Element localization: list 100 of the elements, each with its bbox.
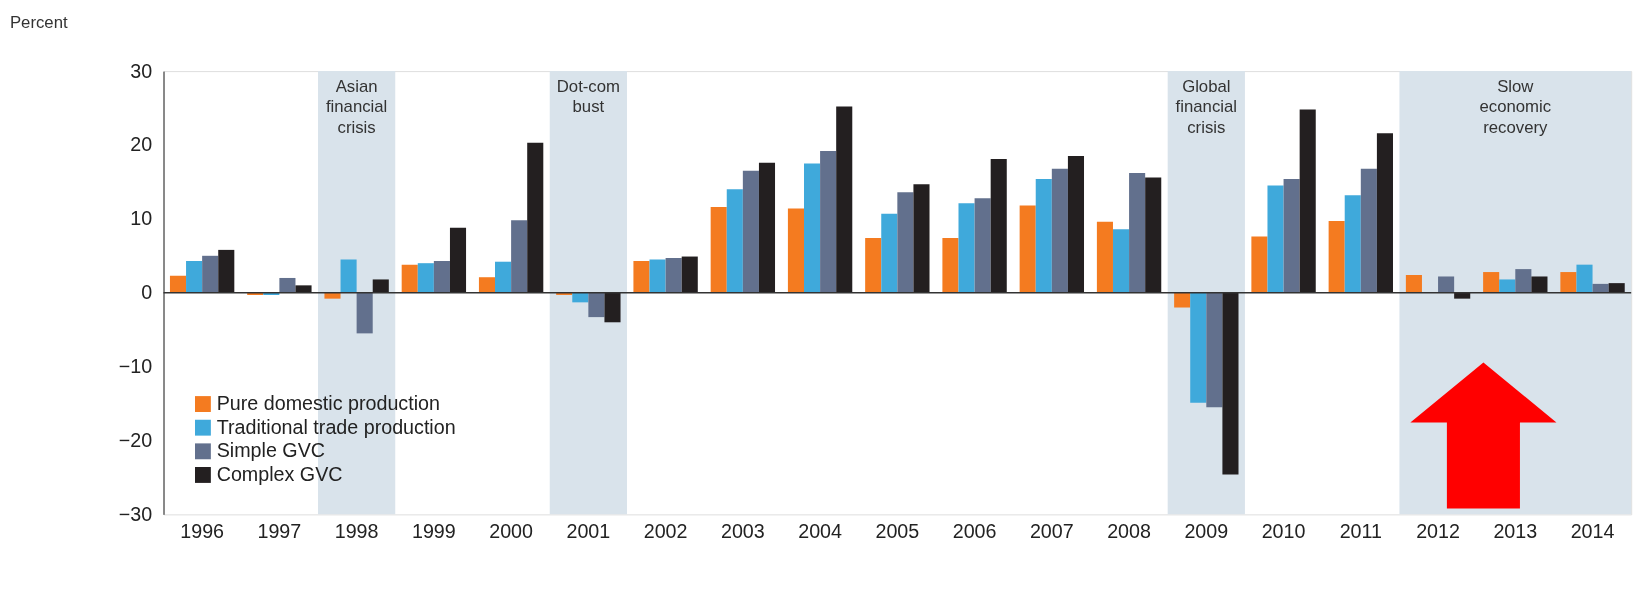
y-tick-label: 20 xyxy=(130,133,153,156)
bar xyxy=(1299,109,1316,293)
y-tick-label: 0 xyxy=(141,281,153,304)
bar xyxy=(958,203,975,293)
bar xyxy=(1499,279,1516,293)
bar xyxy=(1405,275,1422,293)
bar xyxy=(1174,292,1191,308)
bar xyxy=(710,207,727,293)
bar xyxy=(665,258,682,293)
bar xyxy=(1576,264,1593,293)
y-tick-label: −10 xyxy=(118,355,153,378)
x-tick-label: 2006 xyxy=(952,520,997,543)
bar xyxy=(649,259,666,293)
bar xyxy=(881,213,898,293)
x-tick-label: 2007 xyxy=(1029,520,1074,543)
bar xyxy=(588,292,605,318)
x-tick-label: 1998 xyxy=(334,520,379,543)
bar xyxy=(1560,272,1577,293)
bar xyxy=(897,192,914,293)
bar xyxy=(218,249,235,293)
x-tick-label: 2004 xyxy=(798,520,843,543)
legend-label: Complex GVC xyxy=(216,462,343,485)
legend-label: Traditional trade production xyxy=(216,415,456,438)
x-tick-label: 2003 xyxy=(720,520,765,543)
bar xyxy=(1019,205,1036,293)
x-tick-label: 2002 xyxy=(643,520,688,543)
bar xyxy=(1035,178,1052,293)
x-tick-label: 2008 xyxy=(1107,520,1152,543)
band-label: Dot-com bust xyxy=(556,76,620,117)
bar xyxy=(1096,221,1113,293)
x-tick-label: 2001 xyxy=(566,520,611,543)
bar xyxy=(1344,195,1361,293)
bar xyxy=(372,279,389,293)
bar xyxy=(1376,133,1393,293)
bar xyxy=(726,189,743,293)
y-tick-label: 30 xyxy=(130,59,153,82)
bar xyxy=(401,264,418,293)
bar xyxy=(974,198,991,293)
bar xyxy=(1067,156,1085,293)
bar xyxy=(787,208,804,293)
bar xyxy=(742,170,759,293)
x-tick-label: 1997 xyxy=(257,520,302,543)
bar xyxy=(913,184,930,293)
bar xyxy=(1251,236,1268,293)
bar xyxy=(1360,168,1377,293)
bar xyxy=(1267,185,1284,293)
y-tick-label: −30 xyxy=(118,502,153,525)
bar xyxy=(1531,276,1548,293)
bar xyxy=(495,261,512,293)
band-label: Asian financial crisis xyxy=(325,76,388,138)
bar xyxy=(758,162,776,293)
bar xyxy=(572,292,589,303)
x-tick-label: 2013 xyxy=(1493,520,1538,543)
x-tick-label: 1999 xyxy=(411,520,456,543)
bar xyxy=(942,238,959,293)
bar xyxy=(511,220,528,293)
band-label: Slow economic recovery xyxy=(1479,76,1552,138)
bar xyxy=(1283,178,1300,293)
x-tick-label: 2009 xyxy=(1184,520,1229,543)
bar xyxy=(1328,221,1345,293)
bar xyxy=(1190,292,1207,403)
bar xyxy=(1145,177,1162,293)
legend-label: Pure domestic production xyxy=(216,391,440,414)
x-tick-label: 2000 xyxy=(489,520,534,543)
bar xyxy=(1222,292,1239,475)
bar xyxy=(865,238,882,293)
x-tick-label: 2010 xyxy=(1261,520,1306,543)
bar xyxy=(449,227,467,293)
bar xyxy=(202,255,219,293)
x-tick-label: 2005 xyxy=(875,520,920,543)
bar xyxy=(1206,292,1223,408)
bar xyxy=(1515,269,1532,293)
bar xyxy=(1483,272,1500,293)
bar xyxy=(1438,276,1455,293)
bar xyxy=(681,256,698,293)
bar xyxy=(836,106,853,293)
y-tick-label: 10 xyxy=(130,207,153,230)
bar xyxy=(324,292,341,299)
bar xyxy=(1112,229,1130,293)
bar xyxy=(433,260,450,293)
bar xyxy=(1051,168,1068,293)
y-axis-title: Percent xyxy=(9,12,68,32)
x-tick-label: 2014 xyxy=(1570,520,1615,543)
bar xyxy=(1129,173,1146,293)
bar xyxy=(417,263,434,293)
bar xyxy=(990,159,1007,293)
bar xyxy=(186,260,203,293)
band-label: Global financial crisis xyxy=(1175,76,1238,138)
legend-label: Simple GVC xyxy=(216,439,326,462)
bar xyxy=(804,163,821,293)
bar xyxy=(633,260,650,293)
x-tick-label: 2012 xyxy=(1416,520,1460,543)
bar xyxy=(1454,292,1471,299)
bar xyxy=(604,292,621,323)
bar xyxy=(340,259,357,293)
bar xyxy=(356,292,373,334)
y-tick-label: −20 xyxy=(118,428,153,451)
bar xyxy=(169,275,187,293)
bar xyxy=(279,277,296,293)
x-tick-label: 1996 xyxy=(180,520,225,543)
